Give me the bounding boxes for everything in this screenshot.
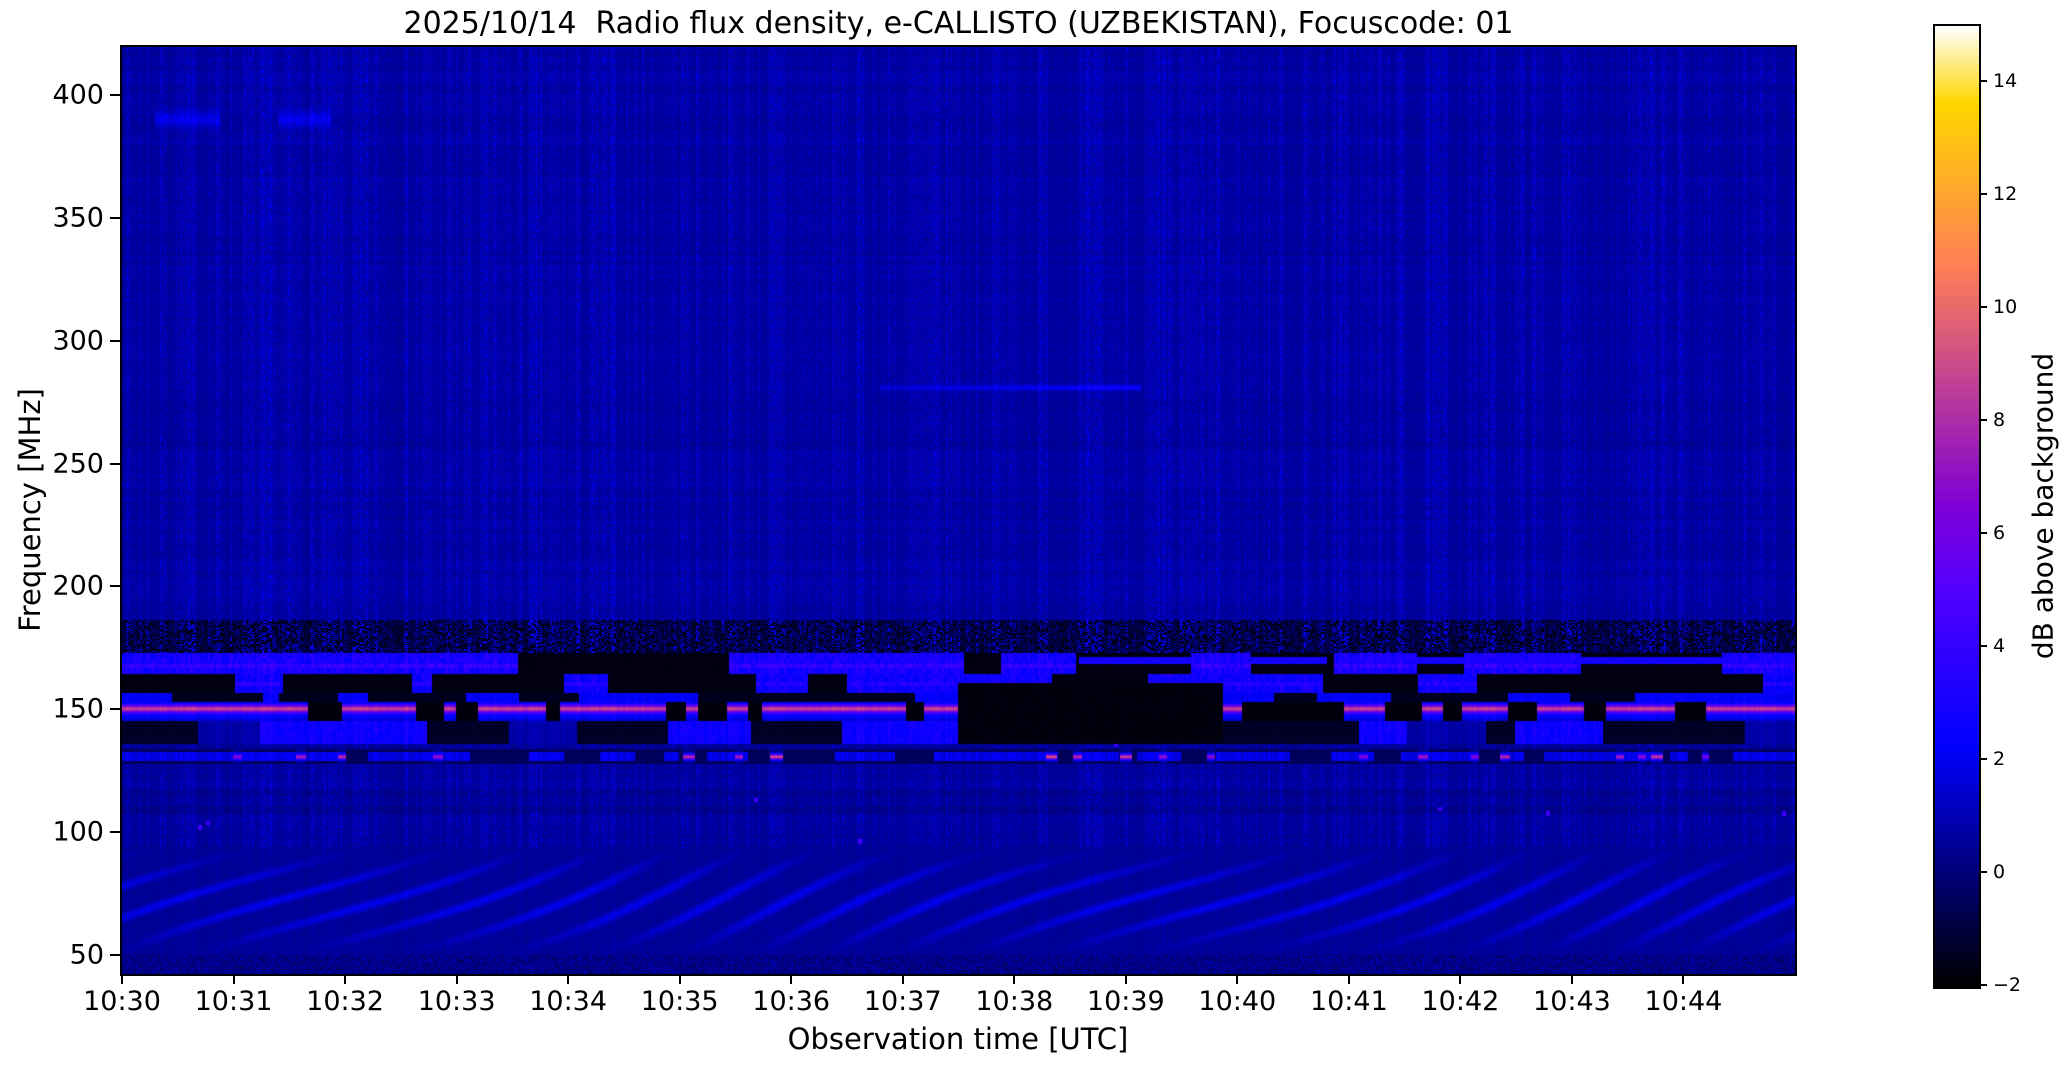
- x-tick-mark: [1347, 974, 1350, 984]
- x-tick-label: 10:32: [306, 986, 384, 1017]
- x-tick-mark: [344, 974, 347, 984]
- y-tick-label: 100: [52, 816, 104, 848]
- x-tick-mark: [455, 974, 458, 984]
- colorbar-tick-label: 14: [1993, 69, 2018, 92]
- x-tick-label: 10:37: [863, 986, 942, 1017]
- x-tick-label: 10:43: [1533, 986, 1611, 1017]
- x-tick-label: 10:38: [975, 986, 1054, 1017]
- y-tick-mark: [110, 585, 120, 588]
- x-tick-mark: [1682, 974, 1685, 984]
- x-tick-mark: [1124, 974, 1127, 984]
- x-tick-mark: [567, 974, 570, 984]
- x-tick-mark: [1570, 974, 1573, 984]
- x-tick-label: 10:40: [1198, 986, 1277, 1017]
- y-tick-mark: [110, 339, 120, 342]
- x-tick-label: 10:44: [1644, 986, 1723, 1017]
- x-tick-mark: [790, 974, 793, 984]
- colorbar-tick-label: 4: [1993, 635, 2006, 658]
- x-tick-mark: [232, 974, 235, 984]
- x-tick-label: 10:33: [417, 986, 496, 1017]
- x-tick-mark: [678, 974, 681, 984]
- y-tick-label: 400: [52, 79, 104, 111]
- colorbar-canvas: [1935, 26, 1979, 987]
- y-tick-label: 150: [52, 693, 104, 725]
- x-tick-label: 10:31: [194, 986, 273, 1017]
- y-tick-mark: [110, 216, 120, 219]
- x-tick-mark: [1013, 974, 1016, 984]
- x-tick-label: 10:30: [83, 986, 161, 1017]
- x-tick-mark: [121, 974, 123, 984]
- y-tick-mark: [110, 708, 120, 711]
- colorbar-tick-label: 2: [1993, 748, 2006, 771]
- colorbar-label: dB above background: [2026, 352, 2060, 660]
- y-tick-mark: [110, 462, 120, 465]
- x-tick-label: 10:35: [640, 986, 719, 1017]
- x-tick-label: 10:36: [752, 986, 831, 1017]
- y-tick-label: 350: [52, 202, 104, 234]
- x-tick-label: 10:34: [529, 986, 608, 1017]
- x-tick-label: 10:42: [1421, 986, 1500, 1017]
- colorbar-tick-mark: [1979, 758, 1987, 761]
- colorbar-tick-mark: [1979, 192, 1987, 195]
- x-tick-mark: [1236, 974, 1239, 984]
- x-tick-mark: [901, 974, 904, 984]
- colorbar-tick-label: 0: [1993, 861, 2006, 884]
- colorbar-tick-label: 8: [1993, 409, 2006, 431]
- colorbar-tick-mark: [1979, 305, 1987, 308]
- y-tick-label: 200: [52, 570, 104, 602]
- chart-title: 2025/10/14 Radio flux density, e-CALLIST…: [403, 6, 1514, 41]
- colorbar-tick-mark: [1979, 645, 1987, 648]
- colorbar-tick-label: 10: [1993, 295, 2018, 318]
- colorbar-tick-mark: [1979, 419, 1987, 421]
- y-tick-label: 250: [52, 448, 104, 480]
- x-tick-mark: [1459, 974, 1462, 984]
- y-tick-label: 300: [52, 325, 104, 357]
- x-tick-label: 10:41: [1309, 986, 1388, 1017]
- y-tick-label: 50: [69, 939, 104, 971]
- colorbar-tick-label: −2: [1993, 974, 2022, 997]
- spectrogram-canvas: [122, 47, 1795, 974]
- y-tick-mark: [110, 93, 120, 96]
- y-tick-mark: [110, 954, 120, 957]
- x-tick-label: 10:39: [1086, 986, 1165, 1017]
- colorbar-tick-label: 6: [1993, 522, 2006, 545]
- colorbar-tick-mark: [1979, 984, 1987, 987]
- colorbar-tick-label: 12: [1993, 182, 2018, 205]
- colorbar-tick-mark: [1979, 79, 1987, 82]
- colorbar-tick-mark: [1979, 871, 1987, 874]
- colorbar-tick-mark: [1979, 532, 1987, 535]
- y-tick-mark: [110, 831, 120, 834]
- x-axis-label: Observation time [UTC]: [787, 1022, 1129, 1056]
